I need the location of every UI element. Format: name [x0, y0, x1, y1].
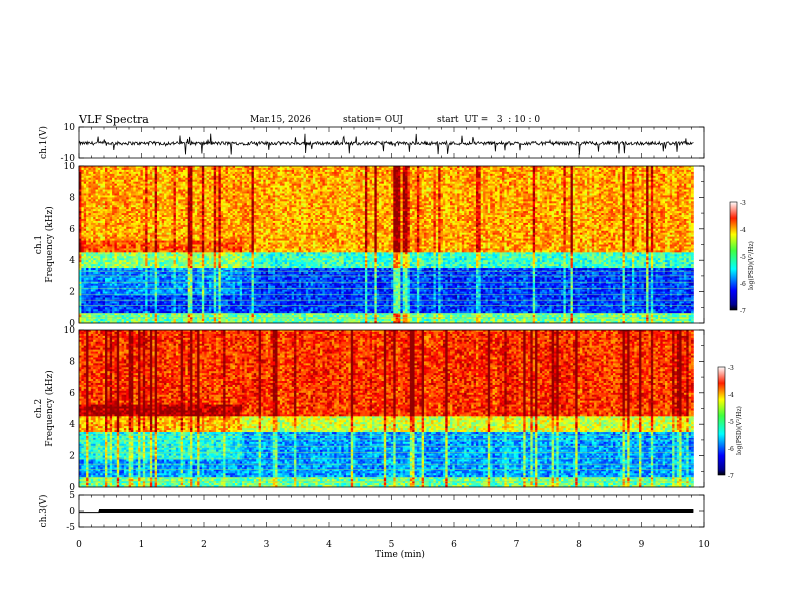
y-axis-label: ch.1(V): [38, 126, 49, 159]
y-axis-label: Frequency (kHz): [44, 206, 55, 283]
y-tick-label: 10: [64, 123, 76, 133]
y-tick-label: 8: [69, 193, 75, 203]
y-tick-label: 2: [69, 288, 75, 298]
y-axis-label: ch.1: [34, 235, 44, 254]
y-tick-label: 10: [64, 162, 76, 172]
y-tick-label: 4: [69, 256, 75, 266]
y-tick-label: 6: [69, 225, 75, 235]
ch1-waveform-line: [78, 133, 694, 155]
